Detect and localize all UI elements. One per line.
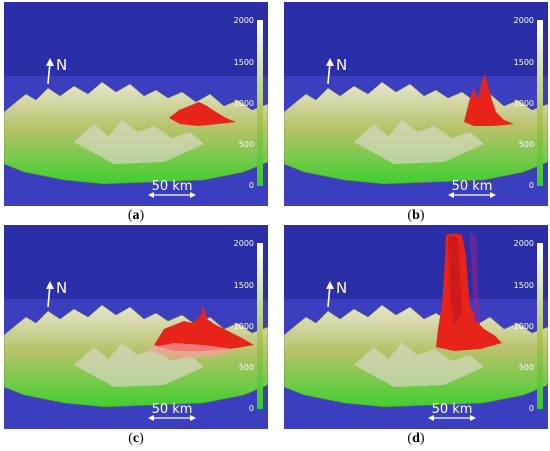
colorbar-tick: 1000	[514, 322, 534, 331]
colorbar	[537, 20, 543, 186]
colorbar-tick: 0	[529, 404, 534, 413]
terrain-render: N 2000 1500 1000 500 0 50 km	[4, 225, 268, 429]
caption-letter: a	[132, 208, 140, 223]
scale-bar: 50 km	[428, 402, 476, 421]
terrain-ridge	[354, 343, 484, 387]
caption-open: (	[407, 431, 413, 446]
terrain-render: N 2000 1500 1000 500 0 50 km	[4, 2, 268, 206]
north-arrow: N	[326, 56, 347, 85]
caption-close: )	[139, 431, 144, 446]
scale-bar: 50 km	[148, 179, 196, 198]
caption-open: (	[128, 431, 133, 446]
caption-letter: c	[132, 431, 140, 446]
scale-label: 50 km	[432, 402, 473, 417]
colorbar-tick: 500	[239, 363, 254, 372]
scale-label: 50 km	[452, 179, 493, 194]
caption-letter: d	[412, 431, 420, 446]
panel-b: N 2000 1500 1000 500 0 50 km	[284, 2, 548, 206]
caption-b: (b)	[284, 208, 548, 224]
caption-c: (c)	[4, 431, 268, 447]
panel-c: N 2000 1500 1000 500 0 50 km	[4, 225, 268, 429]
plume-core	[448, 235, 462, 325]
terrain-ridge	[74, 343, 204, 387]
colorbar-tick: 2000	[514, 239, 534, 248]
colorbar-tick: 0	[249, 404, 254, 413]
colorbar-tick: 500	[239, 140, 254, 149]
caption-d: (d)	[284, 431, 548, 447]
north-arrow: N	[326, 279, 347, 308]
colorbar-tick: 2000	[234, 16, 254, 25]
scale-bar: 50 km	[448, 179, 496, 198]
caption-open: (	[127, 208, 133, 223]
colorbar-tick: 1500	[514, 58, 534, 67]
colorbar-tick: 1000	[234, 322, 254, 331]
plume-shape	[169, 102, 236, 126]
colorbar-tick: 500	[519, 363, 534, 372]
plume-shadow	[144, 343, 234, 359]
terrain-ridge	[74, 120, 204, 164]
colorbar-tick: 1000	[514, 99, 534, 108]
colorbar-tick: 0	[249, 181, 254, 190]
colorbar	[257, 20, 263, 186]
caption-a: (a)	[4, 208, 268, 224]
north-label: N	[56, 279, 67, 297]
plume-shape	[154, 305, 254, 351]
colorbar-tick: 0	[529, 181, 534, 190]
caption-close: )	[419, 431, 425, 446]
north-arrow: N	[46, 279, 67, 308]
north-label: N	[336, 279, 347, 297]
terrain-render: N 2000 1500 1000 500 0 50 km	[284, 225, 548, 429]
colorbar	[537, 243, 543, 409]
caption-open: (	[407, 208, 413, 223]
north-label: N	[56, 56, 67, 74]
terrain-ridge	[354, 120, 484, 164]
colorbar-tick: 1500	[234, 58, 254, 67]
panel-d: N 2000 1500 1000 500 0 50 km	[284, 225, 548, 429]
scale-bar: 50 km	[148, 402, 196, 421]
colorbar-tick: 1500	[514, 281, 534, 290]
caption-close: )	[139, 208, 145, 223]
colorbar	[257, 243, 263, 409]
colorbar-tick: 1000	[234, 99, 254, 108]
caption-close: )	[419, 208, 425, 223]
colorbar-tick: 2000	[234, 239, 254, 248]
colorbar-tick: 1500	[234, 281, 254, 290]
terrain-render: N 2000 1500 1000 500 0 50 km	[284, 2, 548, 206]
scale-label: 50 km	[152, 179, 193, 194]
colorbar-tick: 500	[519, 140, 534, 149]
caption-letter: b	[412, 208, 420, 223]
panel-a: N 2000 1500 1000 500 0 50 km	[4, 2, 268, 206]
scale-label: 50 km	[152, 402, 193, 417]
plume-edge	[470, 233, 480, 325]
north-arrow: N	[46, 56, 67, 85]
colorbar-tick: 2000	[514, 16, 534, 25]
plume-shape	[464, 74, 514, 126]
north-label: N	[336, 56, 347, 74]
